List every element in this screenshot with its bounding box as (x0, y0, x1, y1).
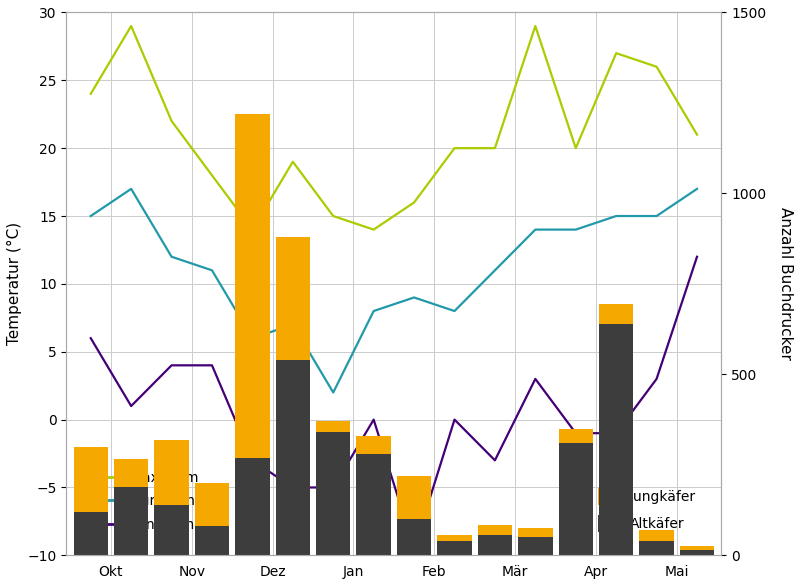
Bar (114, 459, 148, 486)
Bar (680, 550, 714, 556)
Bar (316, 421, 350, 432)
Bar (397, 519, 431, 556)
Bar (235, 114, 270, 458)
Bar (74, 447, 108, 512)
Bar (558, 429, 593, 443)
Bar (558, 443, 593, 556)
Bar (195, 483, 229, 526)
Bar (639, 541, 674, 556)
Bar (478, 524, 512, 536)
Bar (478, 536, 512, 556)
Bar (599, 323, 634, 556)
Bar (438, 536, 472, 541)
Bar (680, 546, 714, 550)
Bar (438, 541, 472, 556)
Bar (639, 530, 674, 541)
Bar (599, 304, 634, 323)
Bar (114, 486, 148, 556)
Bar (518, 528, 553, 537)
Bar (154, 440, 189, 505)
Bar (276, 237, 310, 360)
Y-axis label: Anzahl Buchdrucker: Anzahl Buchdrucker (778, 207, 793, 360)
Bar (235, 458, 270, 556)
Bar (518, 537, 553, 556)
Bar (397, 476, 431, 519)
Legend: Jungkäfer, Altkäfer: Jungkäfer, Altkäfer (592, 483, 702, 537)
Bar (154, 505, 189, 556)
Bar (195, 526, 229, 556)
Bar (357, 454, 391, 556)
Y-axis label: Temperatur (°C): Temperatur (°C) (7, 222, 22, 346)
Bar (276, 360, 310, 556)
Bar (357, 436, 391, 454)
Bar (74, 512, 108, 556)
Bar (316, 432, 350, 556)
